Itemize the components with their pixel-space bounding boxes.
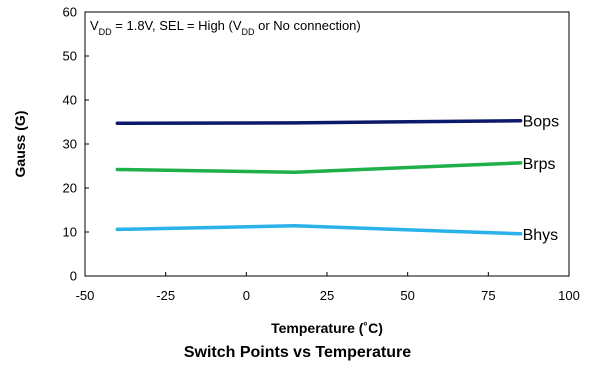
x-tick-label: 0 [243, 288, 250, 303]
y-tick-label: 20 [63, 181, 77, 196]
condition-annotation: VDD = 1.8V, SEL = High (VDD or No connec… [90, 18, 361, 37]
y-axis-ticks: 0 10 20 30 40 50 60 [63, 5, 89, 284]
x-tick-label: 25 [320, 288, 334, 303]
plot-border [84, 11, 570, 277]
y-tick-label: 30 [63, 137, 77, 152]
x-tick-label: 75 [481, 288, 495, 303]
series-labels: Bops Brps Bhys [523, 114, 559, 244]
y-tick-label: 40 [63, 93, 77, 108]
series-label-brps: Brps [523, 156, 556, 173]
series-line-brps [115, 161, 523, 174]
y-tick-label: 10 [63, 225, 77, 240]
y-tick-label: 0 [70, 269, 77, 284]
y-tick-label: 50 [63, 49, 77, 64]
y-axis-label: Gauss (G) [12, 111, 28, 178]
series-label-bhys: Bhys [523, 227, 559, 244]
x-tick-label: -25 [156, 288, 175, 303]
x-axis-ticks: -50 -25 0 25 50 75 100 [76, 272, 580, 303]
series-line-bhys [115, 224, 523, 236]
chart-title: Switch Points vs Temperature [183, 344, 412, 361]
y-tick-label: 60 [63, 5, 77, 20]
x-tick-label: 50 [400, 288, 414, 303]
x-axis-label: Temperature (˚C) [271, 320, 383, 336]
x-tick-label: 100 [558, 288, 580, 303]
series-line-bops [115, 118, 523, 126]
series-label-bops: Bops [523, 114, 559, 131]
series-lines [115, 118, 523, 236]
plot-frame [84, 11, 570, 277]
x-tick-label: -50 [76, 288, 95, 303]
